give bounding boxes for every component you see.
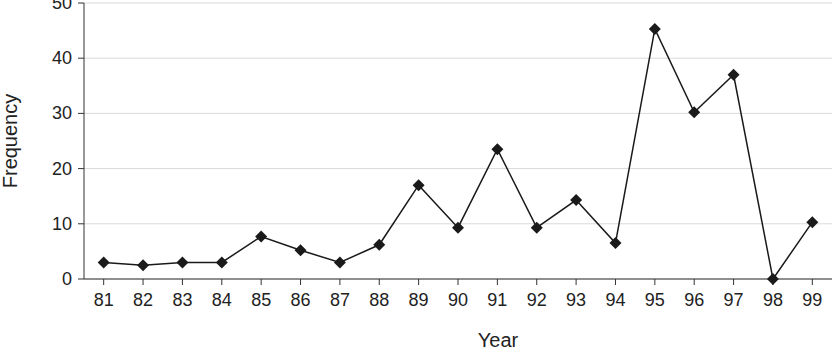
x-tick: [694, 279, 695, 285]
x-tick: [221, 279, 222, 285]
data-point: [728, 69, 740, 81]
data-point: [413, 179, 425, 191]
x-tick: [654, 279, 655, 285]
data-point: [531, 222, 543, 234]
y-tick: [78, 279, 84, 280]
data-point: [806, 216, 818, 228]
y-tick-label: 10: [52, 214, 72, 234]
plot-area: [98, 23, 819, 285]
x-tick-label: 98: [763, 290, 783, 310]
data-point: [649, 23, 661, 35]
x-tick-label: 88: [369, 290, 389, 310]
x-tick: [103, 279, 104, 285]
data-point: [176, 256, 188, 268]
data-point: [452, 222, 464, 234]
y-tick: [78, 168, 84, 169]
x-tick: [143, 279, 144, 285]
y-tick-label: 50: [52, 0, 72, 13]
y-tick: [78, 58, 84, 59]
data-point: [373, 239, 385, 251]
data-point: [570, 194, 582, 206]
x-tick-label: 95: [645, 290, 665, 310]
x-tick: [418, 279, 419, 285]
data-point: [609, 237, 621, 249]
y-tick: [78, 3, 84, 4]
x-tick-label: 96: [684, 290, 704, 310]
x-tick: [536, 279, 537, 285]
x-tick-label: 84: [212, 290, 232, 310]
x-tick: [182, 279, 183, 285]
x-tick-label: 81: [94, 290, 114, 310]
x-tick: [300, 279, 301, 285]
grid-line: [84, 3, 832, 4]
chart: 0 10 20 30 40 50 81 82 83 84 85 86 87 88 89 90 91 92 93 94 9…: [0, 0, 833, 355]
x-tick-label: 93: [566, 290, 586, 310]
data-line: [104, 29, 813, 279]
x-tick-label: 97: [724, 290, 744, 310]
y-tick-label: 30: [52, 103, 72, 123]
data-point: [137, 259, 149, 271]
data-point: [216, 256, 228, 268]
y-tick-label: 40: [52, 48, 72, 68]
x-tick-label: 92: [527, 290, 547, 310]
x-tick: [261, 279, 262, 285]
data-point: [98, 256, 110, 268]
x-tick: [576, 279, 577, 285]
x-tick: [379, 279, 380, 285]
y-tick-label: 20: [52, 159, 72, 179]
data-point: [255, 230, 267, 242]
x-tick-label: 86: [291, 290, 311, 310]
x-tick: [812, 279, 813, 285]
x-tick-label: 99: [802, 290, 822, 310]
x-tick-label: 89: [409, 290, 429, 310]
x-tick: [615, 279, 616, 285]
x-tick-label: 87: [330, 290, 350, 310]
data-point: [334, 256, 346, 268]
y-tick: [78, 223, 84, 224]
y-tick-label: 0: [62, 269, 72, 289]
x-tick: [458, 279, 459, 285]
y-axis-label: Frequency: [0, 94, 21, 189]
x-tick-label: 94: [605, 290, 625, 310]
x-tick: [339, 279, 340, 285]
grid-line: [84, 58, 832, 59]
x-tick: [733, 279, 734, 285]
x-tick-label: 91: [487, 290, 507, 310]
grid-line: [84, 168, 832, 169]
x-axis-label: Year: [478, 329, 519, 351]
x-tick-label: 82: [133, 290, 153, 310]
x-tick-label: 85: [251, 290, 271, 310]
x-tick: [497, 279, 498, 285]
x-tick-label: 90: [448, 290, 468, 310]
y-tick: [78, 113, 84, 114]
data-point: [295, 244, 307, 256]
data-point: [688, 106, 700, 118]
x-tick-label: 83: [172, 290, 192, 310]
y-axis: [84, 3, 85, 279]
data-point: [767, 273, 779, 285]
grid-line: [84, 113, 832, 114]
data-point: [491, 143, 503, 155]
